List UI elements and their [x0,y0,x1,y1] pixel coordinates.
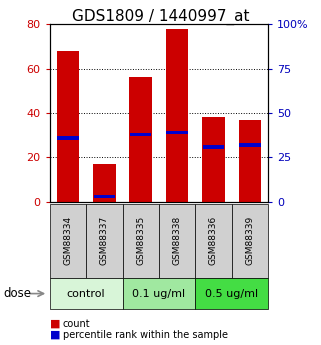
Text: ■: ■ [50,319,60,328]
Bar [94,195,115,198]
Bar [57,51,79,202]
Text: 0.5 ug/ml: 0.5 ug/ml [205,289,258,298]
Bar [129,78,152,202]
Text: percentile rank within the sample: percentile rank within the sample [63,330,228,339]
Bar [239,120,261,202]
Text: GSM88335: GSM88335 [136,216,145,265]
Bar [57,136,79,140]
Bar [239,143,261,147]
Bar [166,29,188,202]
Bar [203,145,224,149]
Bar [130,132,152,136]
Bar [93,164,116,202]
Bar [202,117,225,202]
Text: GSM88336: GSM88336 [209,216,218,265]
Text: GSM88337: GSM88337 [100,216,109,265]
Text: GSM88338: GSM88338 [173,216,182,265]
Text: count: count [63,319,90,328]
Text: GSM88339: GSM88339 [245,216,254,265]
Text: control: control [67,289,105,298]
Text: GDS1809 / 1440997_at: GDS1809 / 1440997_at [72,9,249,25]
Text: 0.1 ug/ml: 0.1 ug/ml [132,289,186,298]
Bar [166,131,188,134]
Text: dose: dose [3,287,31,300]
Text: GSM88334: GSM88334 [64,216,73,265]
Text: ■: ■ [50,330,60,339]
